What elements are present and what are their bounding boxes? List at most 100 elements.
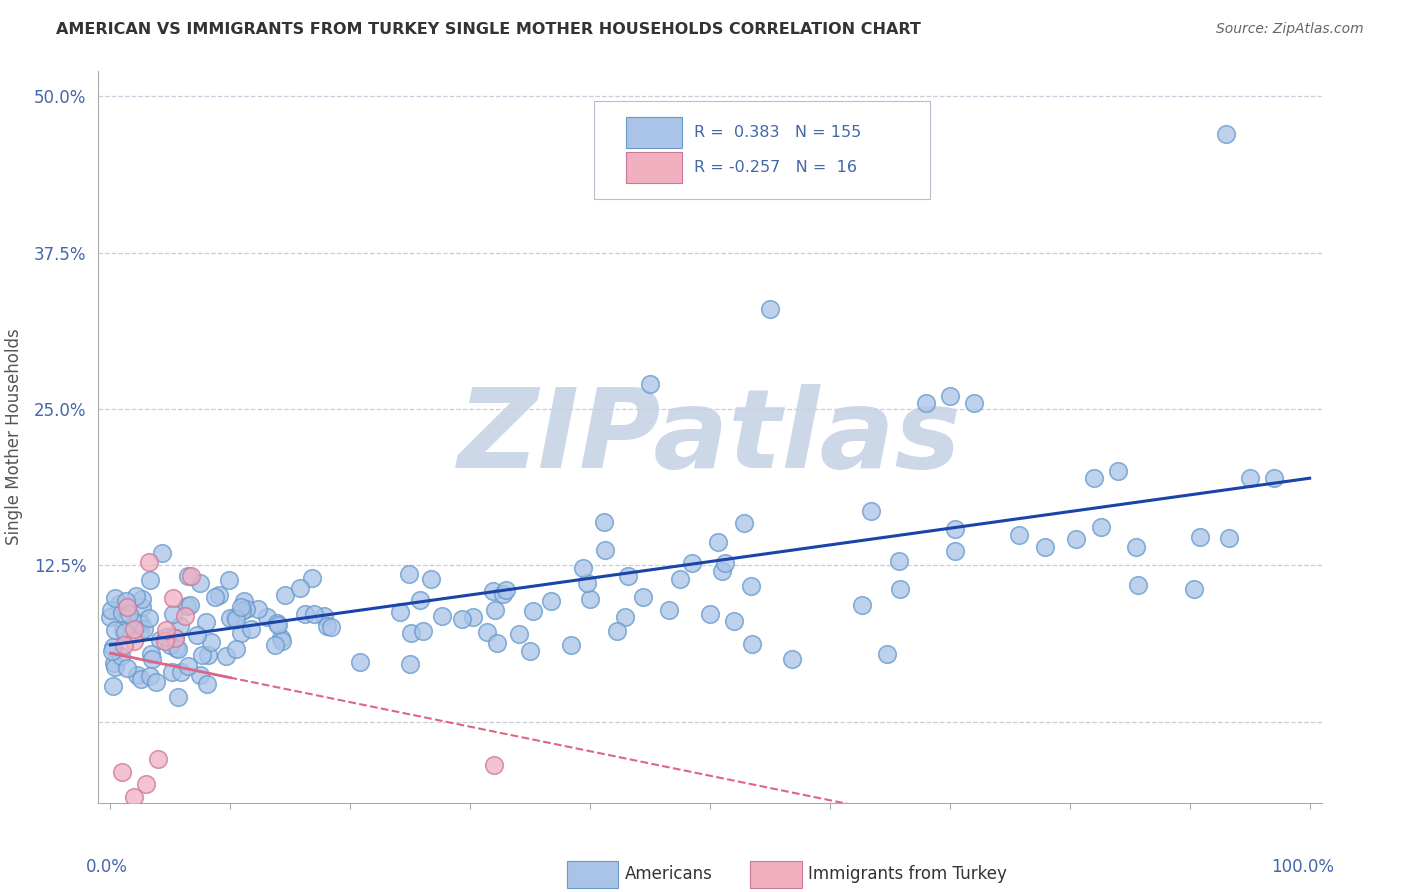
Point	[111, 764, 134, 779]
Point	[127, 615, 149, 630]
Point	[482, 758, 505, 772]
Point	[780, 652, 803, 666]
Point	[1188, 530, 1211, 544]
Point	[127, 668, 149, 682]
Point	[349, 655, 371, 669]
Point	[312, 609, 335, 624]
Point	[110, 649, 132, 664]
Point	[540, 594, 562, 608]
Point	[707, 535, 730, 549]
Point	[195, 615, 218, 629]
Point	[633, 591, 655, 605]
Point	[477, 625, 499, 640]
Point	[246, 601, 269, 615]
Point	[302, 607, 325, 621]
Point	[235, 602, 257, 616]
Point	[218, 574, 240, 588]
Point	[177, 569, 200, 583]
Point	[482, 584, 505, 599]
Point	[103, 624, 125, 638]
Point	[177, 659, 200, 673]
Point	[160, 630, 183, 644]
Point	[131, 600, 153, 615]
FancyBboxPatch shape	[593, 101, 931, 200]
Point	[593, 516, 616, 530]
Point	[723, 614, 745, 628]
Point	[229, 626, 252, 640]
Point	[150, 546, 173, 560]
Point	[576, 576, 599, 591]
Point	[218, 610, 240, 624]
Point	[224, 610, 246, 624]
Point	[167, 642, 190, 657]
Point	[141, 651, 163, 665]
Point	[100, 610, 122, 624]
Point	[215, 649, 238, 664]
Point	[233, 594, 256, 608]
Point	[316, 618, 339, 632]
Text: ZIPatlas: ZIPatlas	[458, 384, 962, 491]
Point	[1125, 540, 1147, 554]
Point	[484, 603, 506, 617]
Point	[111, 606, 134, 620]
Point	[162, 591, 184, 605]
FancyBboxPatch shape	[626, 152, 682, 183]
Point	[851, 598, 873, 612]
Point	[229, 600, 252, 615]
Point	[398, 657, 420, 672]
Point	[430, 608, 453, 623]
Point	[399, 626, 422, 640]
Point	[1128, 577, 1150, 591]
Point	[170, 665, 193, 679]
Text: Immigrants from Turkey: Immigrants from Turkey	[808, 865, 1007, 883]
Point	[188, 668, 211, 682]
Point	[963, 395, 986, 409]
Text: Source: ZipAtlas.com: Source: ZipAtlas.com	[1216, 22, 1364, 37]
Point	[124, 789, 146, 804]
Point	[155, 623, 177, 637]
Point	[231, 604, 253, 618]
Point	[197, 648, 219, 662]
Point	[138, 611, 160, 625]
Point	[135, 777, 157, 791]
Point	[939, 389, 962, 403]
Point	[668, 573, 690, 587]
Point	[288, 581, 311, 595]
Point	[274, 588, 297, 602]
Point	[943, 544, 966, 558]
Point	[131, 673, 153, 687]
Point	[224, 611, 246, 625]
Point	[256, 609, 278, 624]
Point	[108, 597, 131, 611]
Point	[101, 679, 124, 693]
Point	[301, 571, 323, 585]
Point	[495, 582, 517, 597]
Point	[225, 642, 247, 657]
Point	[485, 636, 508, 650]
Point	[162, 607, 184, 621]
Point	[508, 627, 530, 641]
Text: R = -0.257   N =  16: R = -0.257 N = 16	[695, 160, 858, 175]
Point	[100, 603, 122, 617]
Point	[155, 633, 177, 648]
Point	[145, 675, 167, 690]
Point	[271, 633, 294, 648]
Point	[101, 640, 124, 655]
Point	[1215, 127, 1237, 141]
Point	[264, 638, 287, 652]
Point	[860, 504, 883, 518]
Point	[1090, 519, 1112, 533]
Point	[294, 607, 316, 621]
Point	[149, 633, 172, 648]
Point	[160, 665, 183, 679]
Point	[129, 625, 152, 640]
Point	[122, 633, 145, 648]
Point	[208, 588, 231, 602]
Point	[1008, 528, 1031, 542]
Point	[266, 618, 288, 632]
Point	[889, 582, 911, 597]
Point	[492, 587, 515, 601]
Point	[104, 591, 127, 606]
Point	[617, 569, 640, 583]
FancyBboxPatch shape	[751, 862, 801, 888]
